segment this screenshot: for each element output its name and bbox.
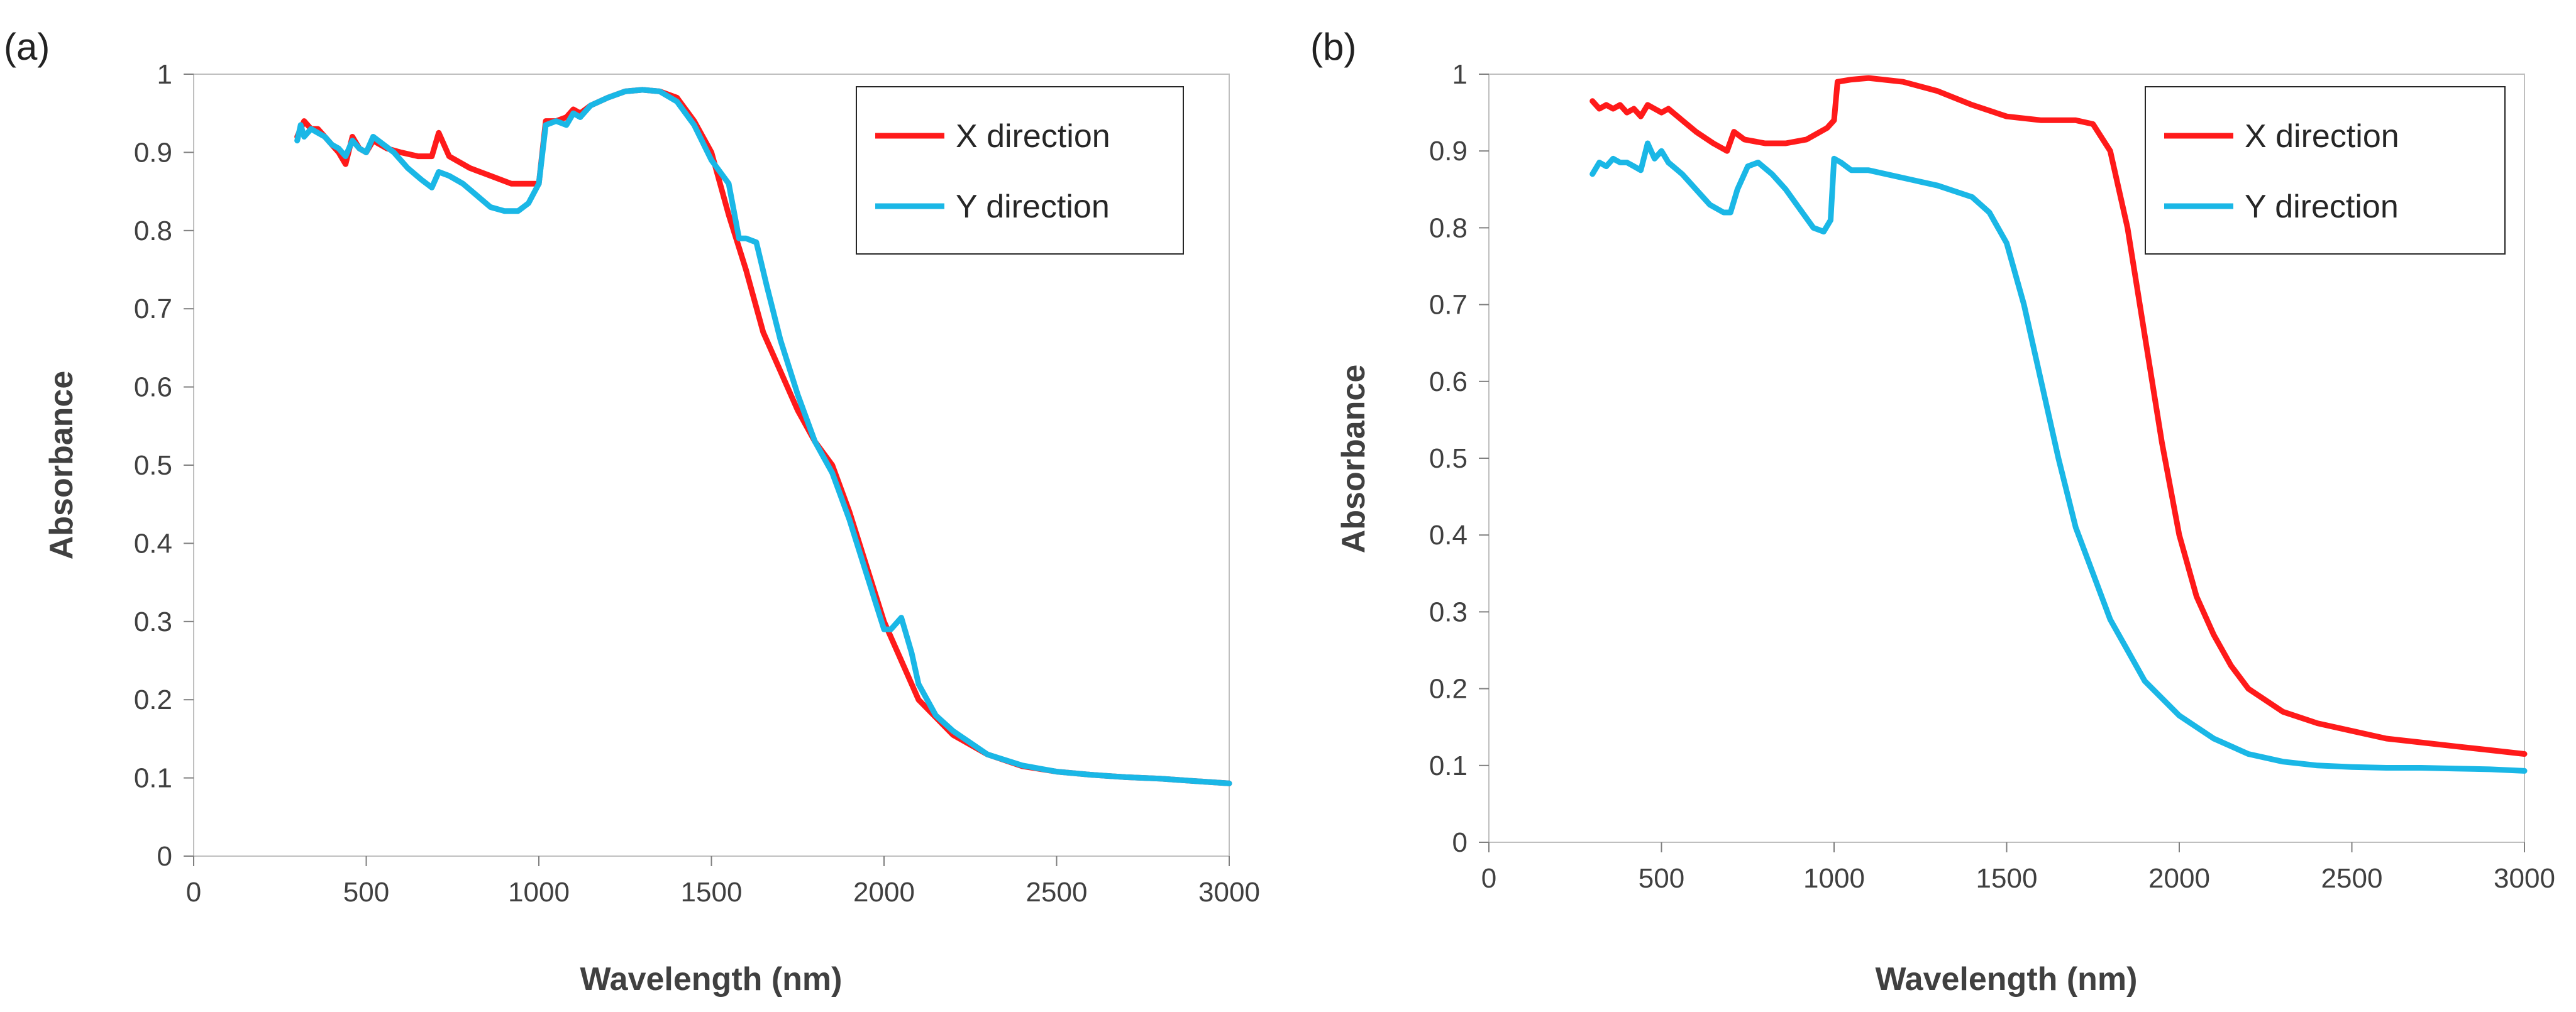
- x-tick-label: 1500: [1976, 863, 2038, 894]
- series-line-x-direction: [1589, 75, 2528, 757]
- chart-panel-a: (a) 0 0.1 0.2 0.3 0.4 0.5 0.6 0.7 0.8 0.9 1 0 500 100…: [4, 26, 1260, 998]
- x-tick-label: 500: [343, 877, 389, 908]
- x-tick-label: 2000: [853, 877, 915, 908]
- y-tick-label: 0.8: [134, 216, 172, 246]
- x-tick-label: 2500: [2321, 863, 2383, 894]
- y-tick-label: 0.2: [1429, 674, 1468, 705]
- y-tick-label: 0.9: [1429, 136, 1468, 167]
- y-tick-label: 0.1: [1429, 751, 1468, 781]
- chart-panel-b: (b) 0 0.1 0.2 0.3 0.4 0.5 0.6 0.7 0.8 0.9 1 0 500 100…: [1289, 0, 2576, 1012]
- legend-label-x-direction: X direction: [2245, 118, 2399, 155]
- y-tick-label: 0.7: [134, 294, 172, 324]
- y-tick-label: 1: [157, 59, 172, 90]
- x-tick-label: 1500: [681, 877, 743, 908]
- y-tick-label: 0.5: [134, 450, 172, 481]
- panel-label-a: (a): [4, 26, 50, 68]
- y-tick-label: 0.5: [1429, 443, 1468, 474]
- series-line-y-direction: [1589, 140, 2528, 774]
- x-tick-label: 500: [1639, 863, 1684, 894]
- x-tick-label: 0: [1481, 863, 1496, 894]
- legend-label-y-direction: Y direction: [956, 189, 1110, 225]
- y-tick-label: 0.4: [1429, 520, 1468, 551]
- x-tick-label: 1000: [508, 877, 570, 908]
- chart-a: 0 0.1 0.2 0.3 0.4 0.5 0.6 0.7 0.8 0.9 1 0 500 1000 150…: [43, 59, 1260, 998]
- panel-label-b: (b): [1310, 26, 1357, 68]
- y-tick-label: 0.8: [1429, 212, 1468, 243]
- y-tick-label: 0.6: [1429, 366, 1468, 397]
- y-tick-label: 1: [1452, 59, 1468, 90]
- y-axis-title: Absorbance: [43, 371, 80, 560]
- x-axis-title: Wavelength (nm): [1876, 961, 2138, 998]
- x-tick-label: 1000: [1803, 863, 1865, 894]
- y-axis-title: Absorbance: [1335, 365, 1372, 554]
- y-tick-label: 0: [157, 841, 172, 872]
- x-tick-label: 2500: [1026, 877, 1088, 908]
- y-tick-label: 0.3: [1429, 597, 1468, 627]
- legend-box: [856, 86, 1184, 255]
- x-tick-label: 2000: [2148, 863, 2210, 894]
- y-tick-label: 0.2: [134, 685, 172, 715]
- legend-box: [2145, 86, 2506, 255]
- legend-label-y-direction: Y direction: [2245, 189, 2399, 225]
- y-tick-label: 0.3: [134, 607, 172, 637]
- y-tick-label: 0.1: [134, 763, 172, 794]
- x-tick-label: 0: [186, 877, 201, 908]
- chart-b: 0 0.1 0.2 0.3 0.4 0.5 0.6 0.7 0.8 0.9 1 0 500 1000 150…: [1335, 59, 2555, 998]
- y-tick-label: 0.4: [134, 528, 172, 559]
- y-tick-label: 0: [1452, 827, 1468, 858]
- x-tick-label: 3000: [1198, 877, 1260, 908]
- series-line-y-direction: [294, 87, 1232, 786]
- y-tick-label: 0.9: [134, 137, 172, 168]
- y-tick-label: 0.6: [134, 372, 172, 403]
- x-tick-label: 3000: [2494, 863, 2555, 894]
- y-tick-label: 0.7: [1429, 290, 1468, 321]
- legend-label-x-direction: X direction: [956, 118, 1110, 155]
- x-axis-title: Wavelength (nm): [580, 961, 843, 998]
